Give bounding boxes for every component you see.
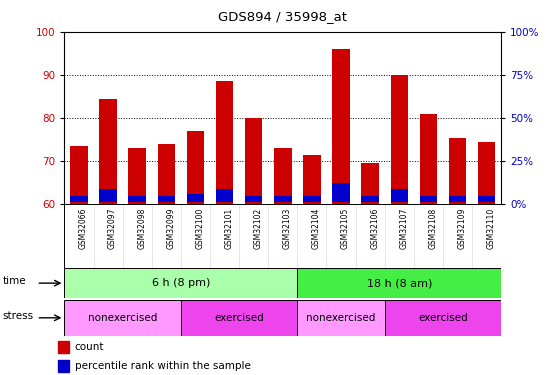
- Text: GSM32066: GSM32066: [79, 208, 88, 249]
- Bar: [297, 300, 385, 336]
- Text: GSM32105: GSM32105: [341, 208, 350, 249]
- Bar: [58, 360, 69, 372]
- Bar: [157, 144, 175, 204]
- Bar: [361, 196, 379, 202]
- Bar: [70, 146, 88, 204]
- Bar: [245, 118, 263, 204]
- Text: GSM32106: GSM32106: [370, 208, 379, 249]
- Bar: [332, 49, 350, 204]
- Text: percentile rank within the sample: percentile rank within the sample: [74, 361, 250, 371]
- Bar: [99, 99, 117, 204]
- Bar: [157, 196, 175, 202]
- Bar: [303, 196, 321, 202]
- Bar: [64, 268, 297, 298]
- Text: time: time: [3, 276, 26, 286]
- Text: GSM32103: GSM32103: [283, 208, 292, 249]
- Text: nonexercised: nonexercised: [88, 313, 157, 323]
- Bar: [216, 81, 234, 204]
- Bar: [245, 196, 263, 202]
- Bar: [128, 148, 146, 204]
- Bar: [186, 131, 204, 204]
- Text: GSM32102: GSM32102: [254, 208, 263, 249]
- Text: count: count: [74, 342, 104, 352]
- Text: GSM32099: GSM32099: [166, 208, 175, 249]
- Text: nonexercised: nonexercised: [306, 313, 376, 323]
- Text: GSM32110: GSM32110: [487, 208, 496, 249]
- Bar: [303, 155, 321, 204]
- Bar: [390, 75, 408, 204]
- Bar: [99, 189, 117, 202]
- Text: GSM32101: GSM32101: [225, 208, 234, 249]
- Text: GSM32097: GSM32097: [108, 208, 117, 249]
- Bar: [390, 189, 408, 202]
- Text: GDS894 / 35998_at: GDS894 / 35998_at: [218, 10, 347, 23]
- Bar: [297, 268, 501, 298]
- Bar: [70, 196, 88, 202]
- Text: 18 h (8 am): 18 h (8 am): [367, 278, 432, 288]
- Bar: [186, 194, 204, 202]
- Text: exercised: exercised: [418, 313, 468, 323]
- Bar: [449, 138, 466, 204]
- Bar: [181, 300, 297, 336]
- Text: GSM32104: GSM32104: [312, 208, 321, 249]
- Bar: [361, 164, 379, 204]
- Bar: [216, 189, 234, 202]
- Bar: [274, 148, 292, 204]
- Text: GSM32100: GSM32100: [195, 208, 204, 249]
- Bar: [64, 300, 181, 336]
- Bar: [332, 183, 350, 202]
- Text: GSM32109: GSM32109: [458, 208, 466, 249]
- Bar: [419, 114, 437, 204]
- Text: exercised: exercised: [214, 313, 264, 323]
- Text: GSM32107: GSM32107: [399, 208, 408, 249]
- Bar: [478, 142, 496, 204]
- Bar: [419, 196, 437, 202]
- Bar: [128, 196, 146, 202]
- Bar: [385, 300, 501, 336]
- Bar: [274, 196, 292, 202]
- Bar: [478, 196, 496, 202]
- Bar: [58, 341, 69, 353]
- Text: stress: stress: [3, 311, 34, 321]
- Bar: [449, 196, 466, 202]
- Text: GSM32098: GSM32098: [137, 208, 146, 249]
- Text: 6 h (8 pm): 6 h (8 pm): [152, 278, 210, 288]
- Text: GSM32108: GSM32108: [428, 208, 437, 249]
